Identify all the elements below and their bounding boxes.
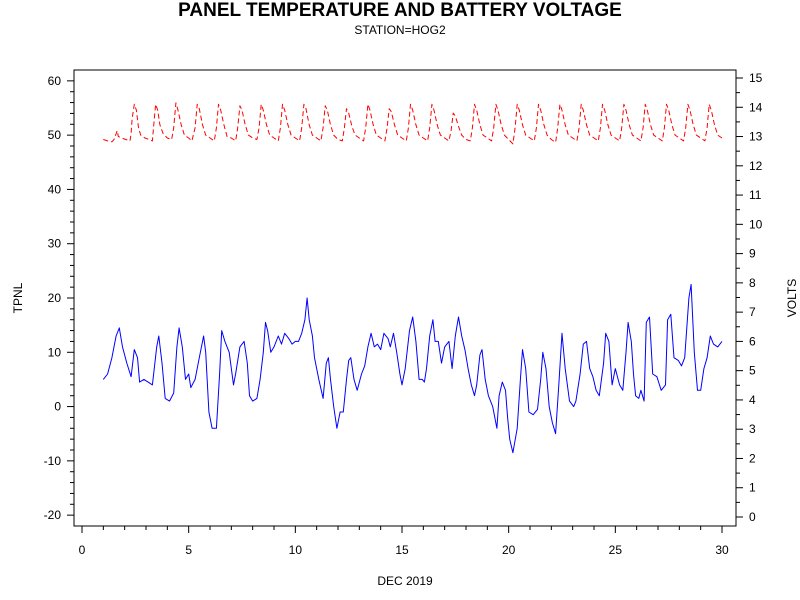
y-left-tick-label: 30	[48, 237, 62, 251]
y-axis-label-right: VOLTS	[785, 279, 799, 317]
chart-subtitle: STATION=HOG2	[354, 23, 446, 37]
y-left-tick-label: 40	[48, 182, 62, 196]
y-right-tick-label: 2	[749, 451, 756, 465]
y-axis-left: -20 -10 0 10 20 30 40 50 60	[44, 74, 74, 522]
y-right-tick-label: 8	[749, 276, 756, 290]
y-left-tick-label: 20	[48, 291, 62, 305]
y-right-tick-label: 15	[749, 71, 763, 85]
y-left-tick-label: 50	[48, 128, 62, 142]
y-left-tick-label: 60	[48, 74, 62, 88]
y-right-tick-label: 13	[749, 130, 763, 144]
y-left-tick-label: 0	[54, 400, 61, 414]
series-layer	[102, 102, 723, 454]
x-tick-label: 15	[395, 543, 409, 557]
x-tick-label: 10	[289, 543, 303, 557]
y-left-tick-label: -10	[44, 454, 62, 468]
y-left-tick-label: -20	[44, 508, 62, 522]
y-right-tick-label: 1	[749, 481, 756, 495]
x-tick-label: 5	[185, 543, 192, 557]
x-axis-label: DEC 2019	[377, 574, 433, 588]
y-right-tick-label: 0	[749, 510, 756, 524]
tpnl-series-line	[102, 283, 723, 454]
y-right-tick-label: 6	[749, 334, 756, 348]
x-tick-label: 25	[609, 543, 623, 557]
volts-series-line	[103, 102, 723, 145]
y-right-tick-label: 4	[749, 393, 756, 407]
y-right-tick-label: 9	[749, 247, 756, 261]
y-right-tick-label: 3	[749, 422, 756, 436]
y-axis-label-left: TPNL	[11, 282, 25, 313]
x-tick-label: 20	[502, 543, 516, 557]
x-axis: 0 5 10 15 20 25 30	[79, 526, 729, 557]
y-right-tick-label: 11	[749, 188, 762, 202]
y-left-tick-label: 10	[48, 345, 62, 359]
x-tick-label: 30	[715, 543, 729, 557]
y-right-tick-label: 12	[749, 159, 763, 173]
y-right-tick-label: 10	[749, 217, 763, 231]
y-right-tick-label: 5	[749, 364, 756, 378]
y-right-tick-label: 14	[749, 100, 763, 114]
y-right-tick-label: 7	[749, 305, 756, 319]
chart-title: PANEL TEMPERATURE AND BATTERY VOLTAGE	[178, 0, 622, 21]
x-tick-label: 0	[79, 543, 86, 557]
